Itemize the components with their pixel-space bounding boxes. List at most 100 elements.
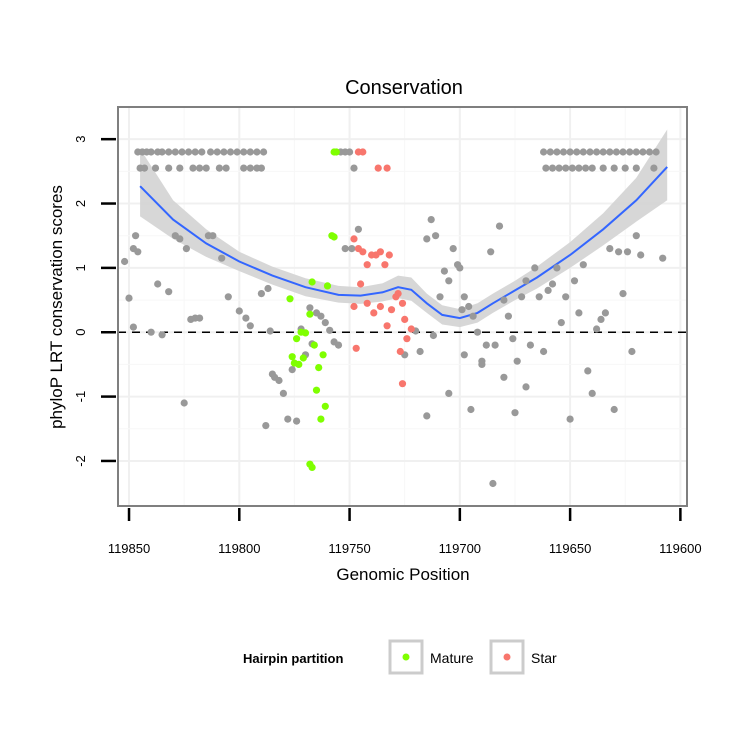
- data-point-star: [398, 299, 407, 307]
- legend: Hairpin partition Mature Star: [243, 639, 557, 675]
- data-point-other: [639, 148, 647, 156]
- legend-point-mature: [402, 653, 410, 661]
- data-point-other: [240, 164, 248, 172]
- panel-border: [117, 106, 688, 507]
- data-point-other: [246, 164, 254, 172]
- data-point-other: [317, 312, 325, 320]
- data-point-other: [165, 148, 173, 156]
- data-point-other: [189, 164, 197, 172]
- data-point-other: [321, 319, 329, 327]
- data-point-other: [246, 148, 254, 156]
- data-point-other: [284, 415, 292, 423]
- data-point-other: [445, 277, 453, 285]
- y-tick-label: -2: [73, 455, 88, 467]
- data-point-star: [381, 261, 389, 269]
- data-point-other: [632, 232, 640, 240]
- legend-label-star: Star: [531, 650, 557, 666]
- data-point-star: [376, 302, 384, 311]
- data-point-other: [632, 148, 640, 156]
- data-point-other: [568, 164, 576, 172]
- data-point-other: [579, 261, 587, 269]
- data-point-other: [645, 148, 654, 156]
- data-point-other: [240, 148, 248, 156]
- x-tick-label: 119750: [328, 541, 370, 556]
- data-point-other: [511, 409, 519, 417]
- data-point-other: [158, 148, 166, 156]
- data-point-star: [401, 315, 409, 323]
- data-point-other: [440, 267, 448, 275]
- data-point-other: [275, 376, 283, 385]
- data-point-other: [456, 264, 464, 272]
- data-point-star: [359, 148, 367, 156]
- data-point-other: [509, 335, 517, 343]
- data-point-other: [158, 331, 166, 339]
- data-point-other: [129, 323, 137, 331]
- data-point-other: [213, 148, 221, 156]
- y-axis-label: phyloP LRT conservation scores: [47, 185, 66, 429]
- data-point-mature: [295, 360, 303, 368]
- data-point-other: [182, 245, 190, 253]
- data-point-other: [540, 347, 548, 356]
- data-point-other: [224, 293, 232, 301]
- data-point-star: [396, 347, 404, 356]
- data-point-other: [522, 383, 530, 391]
- data-point-other: [582, 164, 590, 172]
- data-point-mature: [315, 364, 323, 372]
- legend-key-mature: [388, 639, 424, 675]
- data-point-other: [553, 264, 561, 272]
- data-point-other: [458, 306, 466, 314]
- data-point-other: [264, 284, 272, 293]
- legend-title: Hairpin partition: [243, 651, 343, 666]
- data-point-mature: [323, 282, 332, 290]
- data-point-other: [196, 164, 204, 172]
- data-point-other: [432, 232, 440, 240]
- data-point-other: [570, 277, 579, 285]
- data-point-other: [544, 286, 552, 294]
- data-point-mature: [286, 295, 294, 303]
- data-point-other: [132, 232, 140, 240]
- data-point-other: [427, 216, 435, 224]
- data-point-other: [416, 347, 424, 356]
- data-point-star: [374, 164, 382, 172]
- x-tick-label: 119700: [439, 541, 481, 556]
- data-point-star: [363, 261, 371, 269]
- data-point-star: [403, 335, 411, 343]
- data-point-other: [262, 422, 270, 430]
- data-point-other: [242, 314, 250, 322]
- data-point-other: [566, 415, 574, 423]
- data-point-mature: [332, 148, 340, 156]
- data-point-star: [385, 251, 393, 259]
- y-tick-label: 0: [73, 329, 88, 336]
- x-axis-ticks: 119850 119800 119750 119700 119650 119600: [108, 508, 702, 556]
- data-point-other: [350, 164, 358, 172]
- data-point-other: [566, 148, 574, 156]
- data-point-other: [584, 367, 592, 375]
- data-point-other: [586, 148, 594, 156]
- data-point-other: [650, 164, 658, 172]
- data-point-other: [478, 360, 486, 368]
- data-point-star: [394, 290, 402, 298]
- data-point-other: [341, 245, 349, 253]
- data-point-other: [220, 148, 228, 156]
- data-point-other: [279, 389, 287, 397]
- data-point-other: [610, 164, 618, 172]
- data-point-star: [352, 344, 360, 352]
- data-point-other: [134, 248, 142, 256]
- data-points: [121, 148, 667, 488]
- data-point-other: [531, 264, 539, 272]
- data-point-other: [601, 309, 610, 317]
- data-point-other: [198, 148, 206, 156]
- y-axis-ticks: -2 -1 0 1 2 3: [73, 136, 116, 467]
- data-point-mature: [301, 329, 310, 337]
- data-point-other: [623, 248, 632, 256]
- data-point-other: [233, 148, 241, 156]
- data-point-other: [495, 222, 504, 230]
- data-point-other: [147, 328, 155, 336]
- data-point-other: [266, 327, 274, 335]
- data-point-other: [218, 254, 226, 262]
- data-point-mature: [308, 463, 316, 471]
- data-point-other: [555, 164, 563, 172]
- data-point-other: [619, 290, 627, 298]
- data-point-other: [215, 164, 223, 172]
- x-axis-label: Genomic Position: [336, 565, 469, 584]
